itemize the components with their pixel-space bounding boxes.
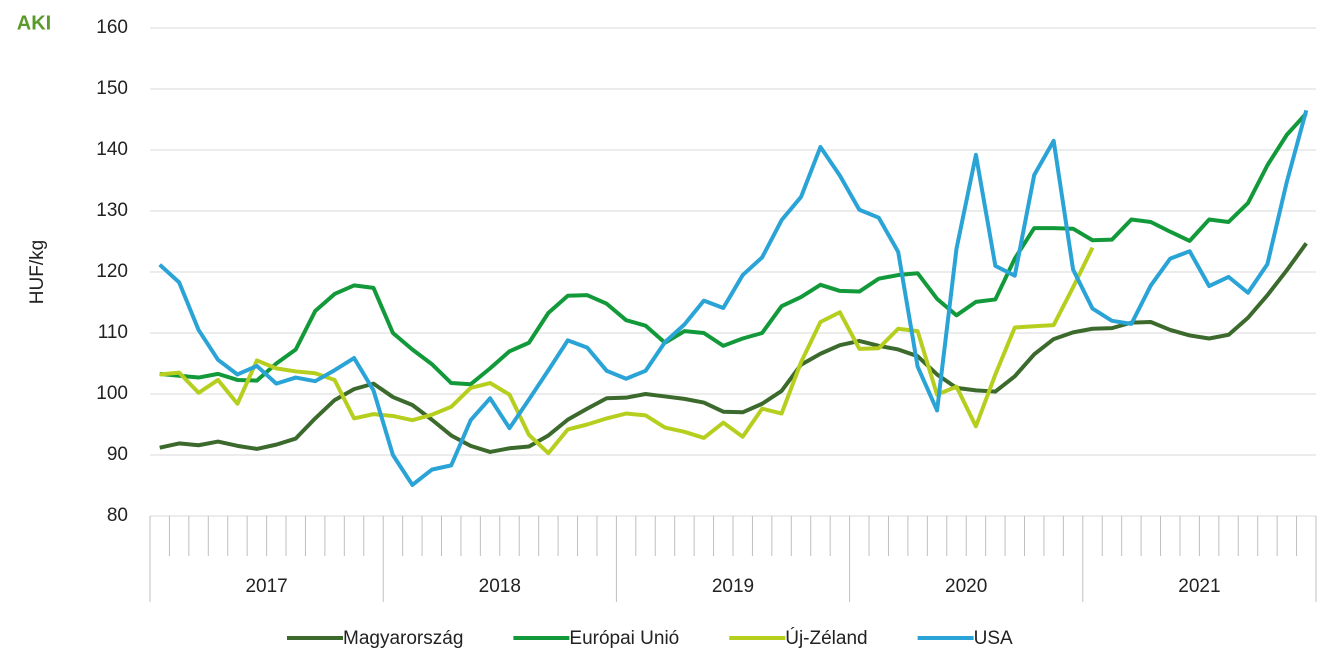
y-tick-label: 160: [96, 17, 128, 38]
year-label: 2021: [1178, 576, 1220, 597]
y-tick-label: 130: [96, 200, 128, 221]
year-label: 2018: [479, 576, 521, 597]
series-line: [159, 242, 1308, 454]
legend-label: Magyarország: [343, 628, 463, 649]
y-tick-label: 110: [98, 322, 128, 343]
year-label: 2019: [712, 576, 754, 597]
series-line: [159, 112, 1308, 387]
legend-label: Európai Unió: [569, 628, 679, 649]
legend-label: Új-Zéland: [785, 627, 867, 649]
y-tick-label: 120: [96, 261, 128, 282]
y-tick-label: 90: [107, 444, 128, 465]
year-label: 2020: [945, 576, 987, 597]
series-line: [158, 109, 1309, 487]
y-axis-label: HUF/kg: [27, 240, 48, 304]
y-tick-label: 140: [96, 139, 128, 160]
y-tick-label: 80: [107, 505, 128, 526]
legend-label: USA: [974, 628, 1013, 649]
year-label: 2017: [245, 576, 287, 597]
logo: AKI: [17, 12, 51, 34]
y-tick-label: 150: [96, 78, 128, 99]
y-tick-label: 100: [96, 383, 128, 404]
